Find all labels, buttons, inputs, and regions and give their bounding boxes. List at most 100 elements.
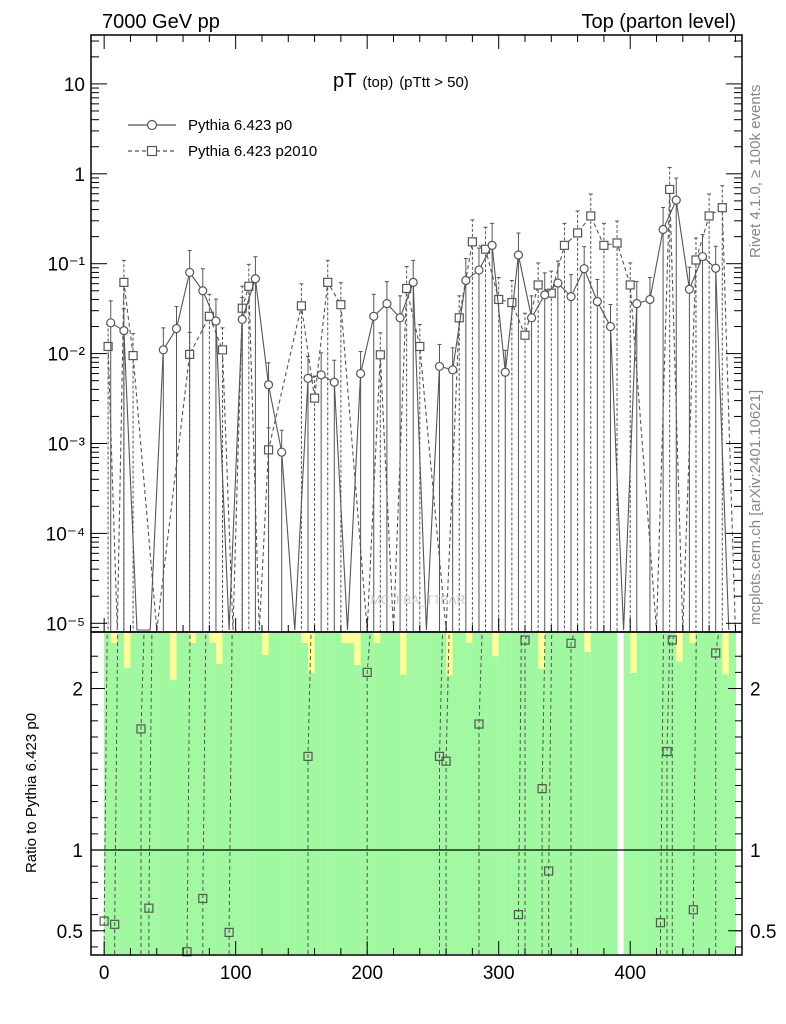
ratio-data-point	[544, 866, 554, 876]
ratio-band-inner	[327, 633, 335, 954]
x-tick-label: 300	[483, 963, 515, 984]
ratio-band-inner	[623, 633, 631, 954]
rivet-label: Rivet 4.1.0, ≥ 100k events	[747, 85, 764, 258]
data-point-p0	[158, 345, 168, 355]
ratio-band-inner	[104, 633, 112, 954]
ratio-band-inner	[485, 633, 493, 954]
ratio-band-inner	[656, 633, 664, 954]
data-point-p2010	[533, 280, 543, 290]
data-point-p2010	[323, 277, 333, 287]
data-point-p0	[382, 298, 392, 309]
data-point-p0	[198, 286, 208, 296]
ratio-band-inner	[676, 661, 684, 954]
ratio-band-inner	[643, 633, 651, 954]
ratio-band-inner	[728, 633, 736, 954]
ratio-plot-area	[91, 632, 742, 957]
y-tick-label: 10⁻⁴	[46, 524, 85, 545]
data-point-p0	[540, 290, 550, 300]
ratio-band-inner	[137, 633, 145, 954]
legend-marker-p2010	[146, 145, 158, 157]
ratio-band-inner	[130, 633, 138, 954]
data-point-p0	[277, 447, 287, 457]
y-tick-label: 10	[64, 75, 85, 96]
data-point-p0	[316, 370, 326, 380]
ratio-band-inner	[551, 633, 559, 954]
ratio-band-inner	[156, 633, 164, 954]
ratio-y-tick-label: 2	[72, 680, 83, 701]
ratio-band-inner	[511, 633, 519, 954]
ratio-band-inner	[695, 633, 704, 954]
data-point-p0	[711, 263, 721, 273]
ratio-y-tick-label-right: 0.5	[750, 922, 776, 943]
ratio-band-inner	[360, 633, 368, 954]
ratio-band-inner	[400, 674, 408, 954]
y-tick-label: 10⁻¹	[48, 255, 86, 276]
ratio-y-tick-label-right: 1	[750, 841, 761, 862]
ratio-data-point	[520, 635, 530, 645]
data-point-p0	[671, 195, 681, 205]
ratio-band-inner	[636, 633, 644, 954]
watermark: MC_FBA_TTBAR	[371, 593, 466, 607]
ratio-y-label: Ratio to Pythia 6.423 p0	[23, 713, 40, 873]
data-point-p0	[211, 316, 221, 326]
ratio-band-inner	[255, 633, 263, 954]
data-point-p2010	[415, 341, 425, 352]
ratio-band-inner	[261, 655, 270, 954]
ratio-band-inner	[229, 633, 237, 954]
ratio-band-inner	[196, 633, 204, 954]
ratio-band-inner	[419, 633, 427, 954]
x-tick-label: 100	[220, 963, 252, 984]
x-tick-label: 400	[614, 963, 646, 984]
ratio-band-inner	[432, 633, 441, 954]
main-panel: 10 1 10⁻¹ 10⁻² 10⁻³ 10⁻⁴ 10⁻⁵ pT (top) (pTtt > 5…	[46, 34, 743, 635]
ratio-band-inner	[663, 633, 671, 954]
main-y-axis: 10 1 10⁻¹ 10⁻² 10⁻³ 10⁻⁴ 10⁻⁵	[46, 40, 742, 635]
ratio-band-inner	[321, 633, 329, 954]
data-point-p0	[526, 313, 537, 323]
ratio-band-inner	[630, 673, 638, 954]
y-tick-label: 10⁻⁵	[46, 614, 85, 635]
data-point-p0	[448, 365, 458, 375]
ratio-band-inner	[498, 633, 506, 954]
data-point-p2010	[612, 238, 622, 248]
ratio-data-point	[224, 927, 234, 937]
ratio-band-inner	[189, 643, 197, 954]
data-point-p0	[592, 296, 602, 307]
ratio-band-inner	[518, 633, 526, 954]
ratio-band-inner	[465, 643, 473, 954]
ratio-band-inner	[150, 633, 158, 954]
ratio-band-inner	[386, 633, 394, 954]
ratio-band-inner	[334, 633, 342, 954]
ratio-data-point	[537, 784, 547, 794]
ratio-band-inner	[702, 633, 710, 954]
ratio-band-inner	[603, 633, 611, 954]
ratio-band-inner	[163, 633, 171, 954]
data-point-p2010	[128, 351, 138, 361]
legend-label-p0: Pythia 6.423 p0	[188, 117, 292, 134]
ratio-data-point	[662, 746, 672, 757]
data-point-p0	[632, 298, 642, 309]
data-point-p2010	[217, 345, 228, 355]
data-point-p0	[658, 224, 668, 235]
data-point-p2010	[467, 237, 477, 247]
ratio-band-inner	[564, 633, 572, 954]
ratio-band-inner	[123, 667, 131, 954]
legend: Pythia 6.423 p0 Pythia 6.423 p2010	[128, 117, 317, 160]
header-left: 7000 GeV pp	[102, 11, 220, 33]
ratio-y-tick-label: 0.5	[57, 922, 83, 943]
ratio-data-point	[144, 903, 154, 913]
ratio-frame	[90, 631, 743, 956]
data-point-p0	[395, 313, 405, 323]
data-point-p2010	[375, 350, 385, 360]
data-point-p0	[171, 323, 182, 334]
data-point-p0	[684, 284, 694, 294]
data-point-p0	[579, 264, 589, 274]
data-point-p0	[697, 251, 708, 262]
ratio-band-inner	[380, 633, 388, 954]
data-point-p2010	[336, 300, 346, 310]
ratio-data-point	[110, 919, 120, 929]
ratio-band-inner	[439, 633, 447, 954]
ratio-band-inner	[505, 633, 513, 954]
ratio-band-inner	[472, 633, 480, 954]
